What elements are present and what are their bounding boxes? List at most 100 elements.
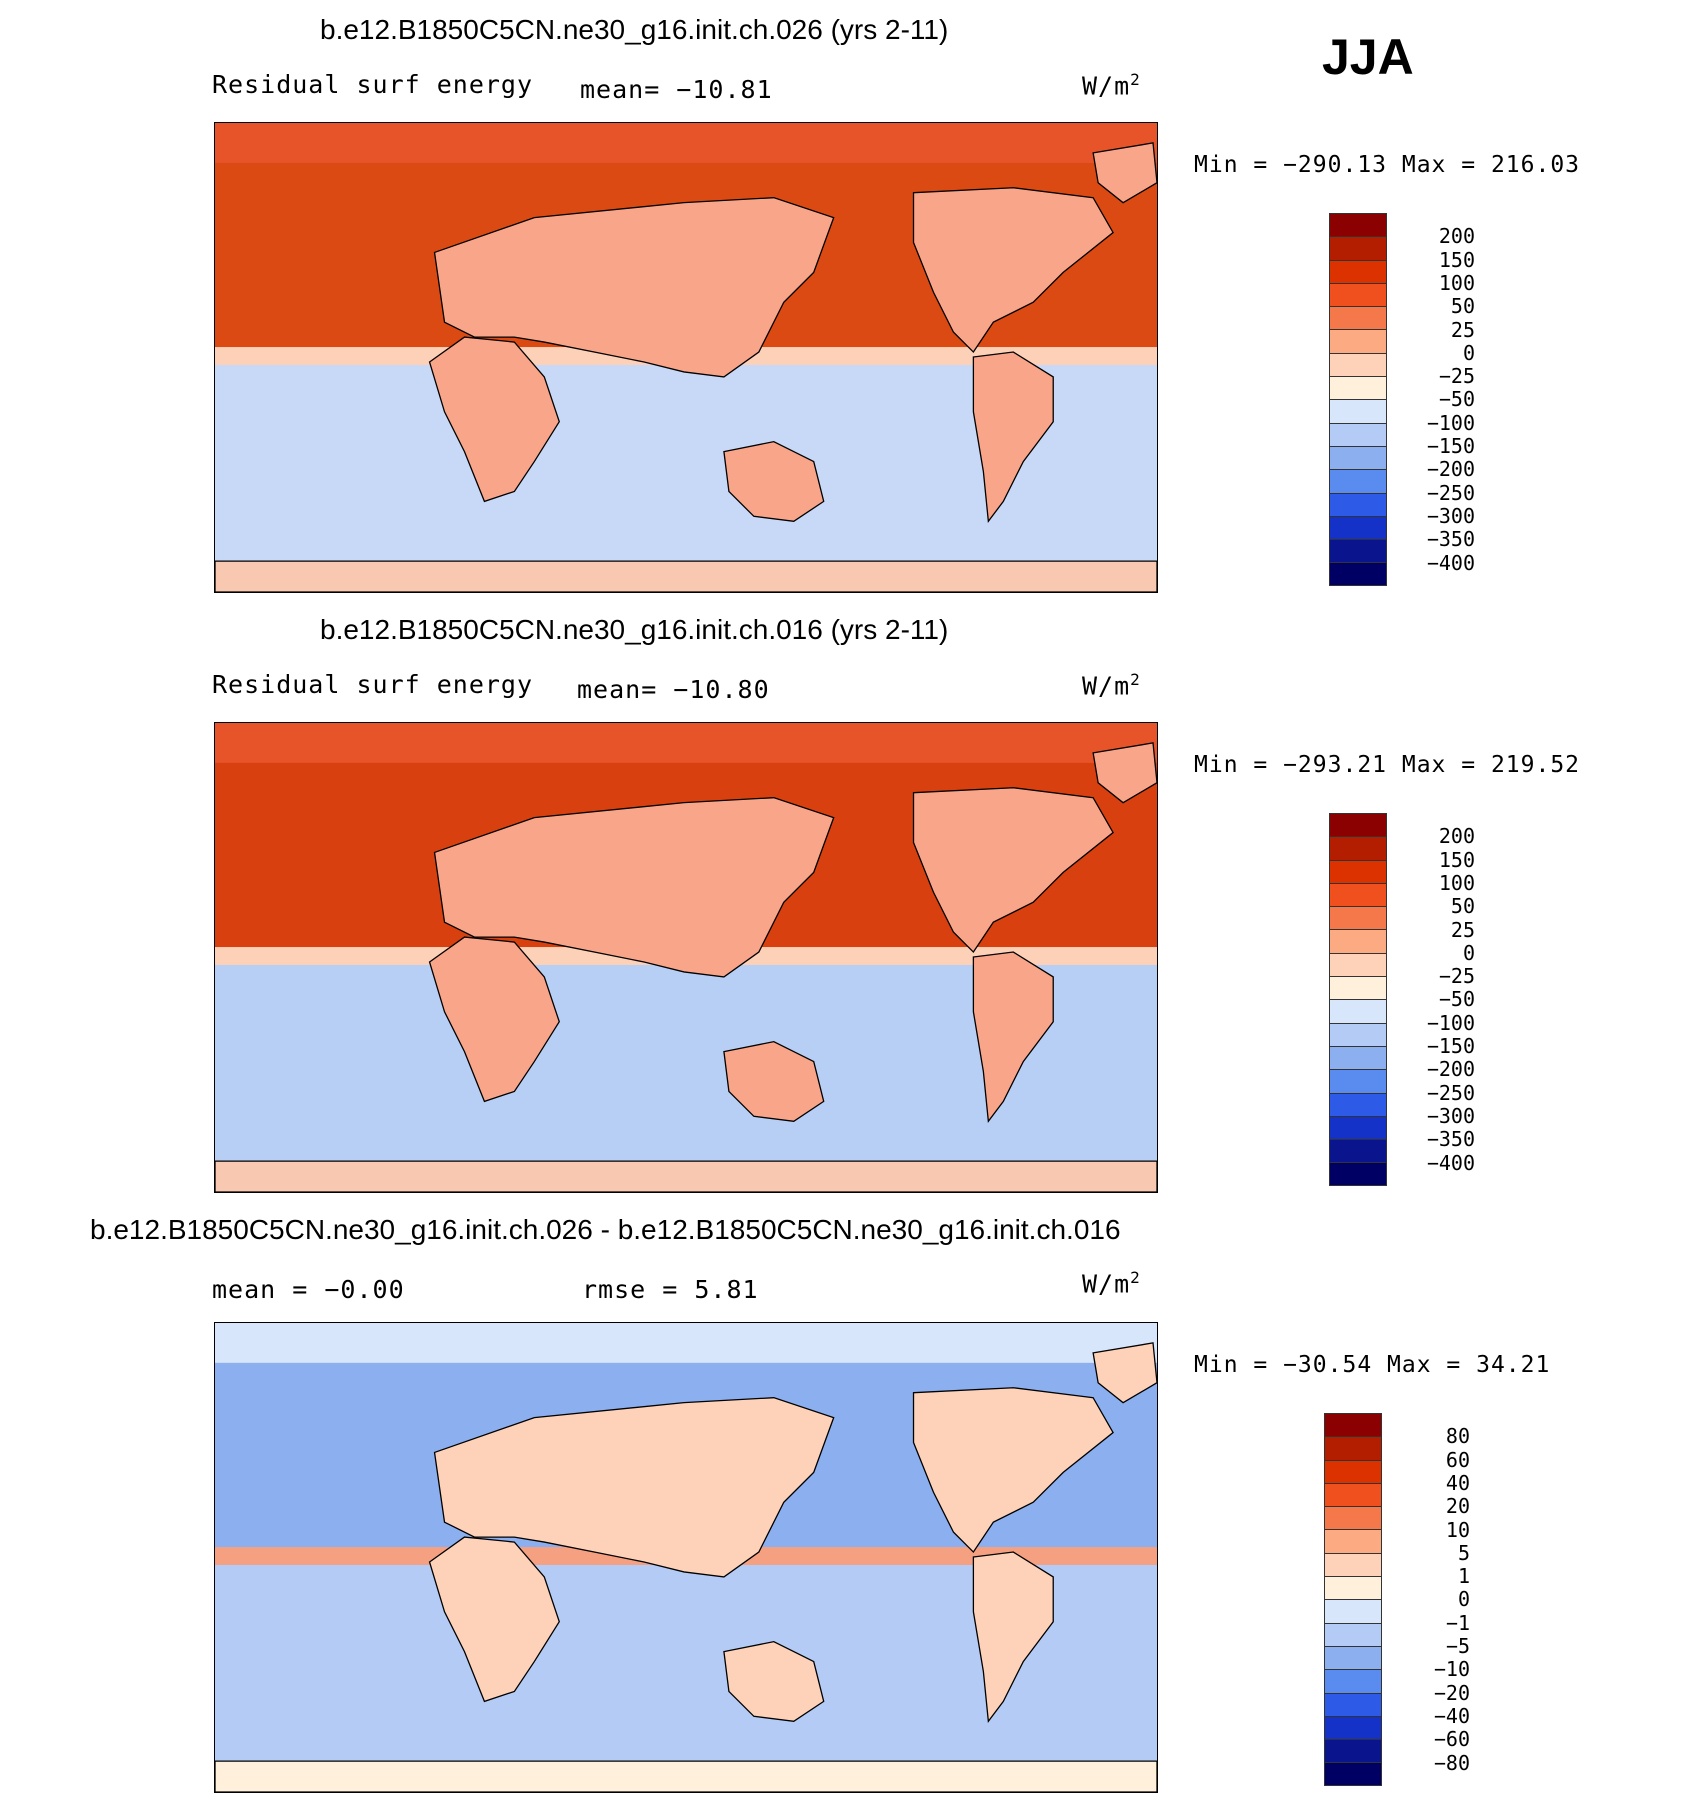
panel-3-rmse: rmse = 5.81 xyxy=(582,1275,759,1304)
colorbar-tick-label: 200 xyxy=(1438,824,1475,849)
colorbar-swatch xyxy=(1329,999,1387,1023)
panel-2-map xyxy=(214,722,1158,1193)
colorbar-swatch xyxy=(1324,1576,1382,1600)
panel-3-map xyxy=(214,1322,1158,1793)
panel-1-title: b.e12.B1850C5CN.ne30_g16.init.ch.026 (yr… xyxy=(320,14,949,45)
colorbar-tick-label: −300 xyxy=(1426,1103,1475,1128)
colorbar-swatch xyxy=(1324,1739,1382,1763)
colorbar-swatch xyxy=(1329,1045,1387,1070)
panel-2-minmax: Min = −293.21 Max = 219.52 xyxy=(1194,752,1581,778)
colorbar-swatch xyxy=(1329,1162,1387,1186)
colorbar-swatch xyxy=(1324,1715,1382,1740)
colorbar-tick-label: −10 xyxy=(1433,1657,1470,1682)
colorbar-tick-label: −1 xyxy=(1445,1610,1470,1635)
colorbar-tick-label: −100 xyxy=(1426,410,1475,435)
panel-1-variable: Residual surf energy xyxy=(212,70,534,99)
colorbar-swatch xyxy=(1324,1645,1382,1670)
colorbar-tick-label: 150 xyxy=(1438,847,1475,872)
colorbar-tick-label: −60 xyxy=(1433,1727,1470,1752)
colorbar-tick-label: 50 xyxy=(1450,894,1475,919)
colorbar-tick-label: −200 xyxy=(1426,1057,1475,1082)
colorbar-swatch xyxy=(1329,906,1387,930)
colorbar-tick-label: −25 xyxy=(1438,364,1475,389)
panel-3-title: b.e12.B1850C5CN.ne30_g16.init.ch.026 - b… xyxy=(90,1214,1121,1245)
colorbar-tick-label: 20 xyxy=(1445,1494,1470,1519)
colorbar-swatch xyxy=(1324,1529,1382,1553)
colorbar-tick-label: 50 xyxy=(1450,294,1475,319)
colorbar-swatch xyxy=(1329,445,1387,470)
colorbar-swatch xyxy=(1329,836,1387,860)
colorbar-swatch xyxy=(1329,1092,1387,1116)
panel-3-units: W/m2 xyxy=(1082,1268,1141,1299)
panel-1-minmax: Min = −290.13 Max = 216.03 xyxy=(1194,152,1581,178)
colorbar-tick-label: −80 xyxy=(1433,1750,1470,1775)
colorbar-swatch xyxy=(1324,1506,1382,1530)
colorbar-swatch xyxy=(1329,1115,1387,1140)
colorbar-swatch xyxy=(1329,306,1387,330)
panel-2-variable: Residual surf energy xyxy=(212,670,534,699)
colorbar-tick-label: −400 xyxy=(1426,1150,1475,1175)
colorbar-tick-label: −150 xyxy=(1426,1034,1475,1058)
panel-3-mean: mean = −0.00 xyxy=(212,1275,405,1304)
colorbar-swatch xyxy=(1329,929,1387,953)
colorbar-swatch xyxy=(1324,1762,1382,1786)
colorbar-tick-label: −200 xyxy=(1426,457,1475,482)
colorbar-swatch xyxy=(1329,492,1387,516)
colorbar-swatch xyxy=(1329,859,1387,883)
colorbar-tick-label: 1 xyxy=(1457,1564,1470,1589)
colorbar-swatch xyxy=(1329,952,1387,977)
panel-3-colorbar xyxy=(1324,1413,1382,1786)
colorbar-swatch xyxy=(1329,882,1387,907)
colorbar-swatch xyxy=(1329,329,1387,353)
colorbar-swatch xyxy=(1329,259,1387,283)
colorbar-tick-label: −40 xyxy=(1433,1703,1470,1728)
colorbar-tick-label: −5 xyxy=(1445,1634,1470,1658)
panel-1-map xyxy=(214,122,1158,593)
colorbar-swatch xyxy=(1324,1459,1382,1483)
colorbar-swatch xyxy=(1329,399,1387,423)
colorbar-tick-label: 5 xyxy=(1457,1540,1470,1565)
colorbar-swatch xyxy=(1324,1622,1382,1646)
season-label: JJA xyxy=(1322,29,1414,85)
colorbar-tick-label: −50 xyxy=(1438,387,1475,412)
colorbar-tick-label: 80 xyxy=(1445,1424,1470,1449)
colorbar-tick-label: 0 xyxy=(1462,340,1475,365)
colorbar-tick-label: 100 xyxy=(1438,870,1475,895)
colorbar-tick-label: 25 xyxy=(1450,917,1475,942)
colorbar-tick-label: 0 xyxy=(1457,1587,1470,1612)
panel-1-mean: mean= −10.81 xyxy=(580,75,773,104)
colorbar-tick-label: −20 xyxy=(1433,1680,1470,1705)
colorbar-swatch xyxy=(1329,282,1387,307)
panel-2-colorbar xyxy=(1329,813,1387,1186)
colorbar-swatch xyxy=(1324,1599,1382,1623)
colorbar-swatch xyxy=(1324,1436,1382,1460)
colorbar-tick-label: −150 xyxy=(1426,434,1475,458)
colorbar-tick-label: 200 xyxy=(1438,224,1475,249)
colorbar-tick-label: −400 xyxy=(1426,550,1475,575)
colorbar-swatch xyxy=(1329,1022,1387,1046)
colorbar-swatch xyxy=(1329,376,1387,400)
colorbar-swatch xyxy=(1324,1482,1382,1507)
panel-2-title: b.e12.B1850C5CN.ne30_g16.init.ch.016 (yr… xyxy=(320,614,949,645)
panel-3-minmax: Min = −30.54 Max = 34.21 xyxy=(1194,1352,1551,1378)
panel-1-units: W/m2 xyxy=(1082,70,1141,101)
panel-2-units: W/m2 xyxy=(1082,670,1141,701)
colorbar-tick-label: −50 xyxy=(1438,987,1475,1012)
colorbar-tick-label: −25 xyxy=(1438,964,1475,989)
colorbar-swatch xyxy=(1329,352,1387,377)
colorbar-swatch xyxy=(1329,539,1387,563)
colorbar-tick-label: 10 xyxy=(1445,1517,1470,1542)
colorbar-swatch xyxy=(1324,1692,1382,1716)
colorbar-tick-label: −250 xyxy=(1426,480,1475,505)
colorbar-swatch xyxy=(1329,236,1387,260)
colorbar-tick-label: −350 xyxy=(1426,1127,1475,1152)
colorbar-tick-label: 0 xyxy=(1462,940,1475,965)
colorbar-tick-label: 25 xyxy=(1450,317,1475,342)
colorbar-tick-label: −300 xyxy=(1426,503,1475,528)
colorbar-swatch xyxy=(1329,562,1387,586)
colorbar-swatch xyxy=(1329,976,1387,1000)
colorbar-swatch xyxy=(1329,515,1387,540)
panel-2-mean: mean= −10.80 xyxy=(577,675,770,704)
colorbar-swatch xyxy=(1329,813,1387,837)
colorbar-swatch xyxy=(1324,1552,1382,1577)
